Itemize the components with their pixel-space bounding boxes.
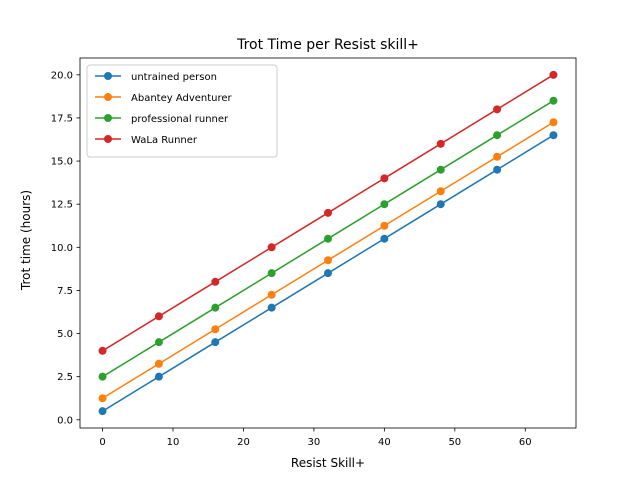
data-point [324,208,332,217]
legend: untrained person Abantey Adventurer profes… [86,64,278,158]
legend-label: Abantey Adventurer [131,93,233,104]
chart-title: Trot Time per Resist skill+ [236,37,419,53]
data-point [549,118,558,127]
plot-area: 0 10 20 30 40 50 60 0.0 2.5 5.0 7.5 10.0 12.5 15.0 17.… [51,57,577,448]
data-point [267,303,276,312]
y-tick-label: 10.0 [51,243,73,254]
y-tick-label: 20.0 [51,70,73,81]
data-point [436,139,445,148]
series-wala-runner [98,70,558,355]
data-point [436,187,445,196]
legend-label: WaLa Runner [131,135,198,146]
data-point [267,290,276,299]
x-axis-label: Resist Skill+ [291,456,365,470]
legend-item: professional runner [95,114,229,125]
data-point [267,243,276,252]
data-point [154,312,163,321]
data-point [380,174,389,183]
data-point [436,165,445,174]
data-point [380,221,389,230]
data-point [154,359,163,368]
data-point [493,105,502,114]
legend-box [86,64,278,158]
data-point [324,256,332,265]
data-point [380,200,389,209]
series-professional-runner [98,96,558,381]
x-tick-label: 50 [448,437,461,448]
legend-item: Abantey Adventurer [95,93,233,104]
y-tick-label: 5.0 [57,329,73,340]
legend-marker [104,72,112,80]
legend-label: untrained person [131,72,217,83]
data-point [493,152,502,161]
y-tick-label: 7.5 [57,286,73,297]
data-point [493,131,502,140]
data-point [549,131,558,140]
legend-label: professional runner [131,114,229,125]
data-point [324,234,332,243]
data-point [154,372,163,381]
data-point [98,346,107,355]
data-point [549,96,558,105]
axes-frame [79,57,577,429]
y-tick-label: 17.5 [51,113,73,124]
x-tick-label: 0 [99,437,105,448]
series-abantey-adventurer [98,118,558,403]
data-point [98,372,107,381]
y-tick-label: 12.5 [51,200,73,211]
data-point [98,394,107,403]
x-tick-label: 10 [167,437,180,448]
data-point [211,277,220,286]
data-point [324,269,332,278]
data-point [493,165,502,174]
legend-marker [104,135,112,143]
legend-item: WaLa Runner [95,135,198,146]
data-point [267,269,276,278]
legend-marker [104,114,112,122]
data-point [98,407,107,416]
data-point [380,234,389,243]
x-tick-label: 20 [237,437,250,448]
data-point [211,338,220,347]
series-untrained-person [98,131,558,416]
y-tick-label: 2.5 [57,372,73,383]
data-point [211,303,220,312]
data-point [549,70,558,79]
legend-item: untrained person [95,72,217,83]
y-tick-label: 0.0 [57,415,73,426]
legend-marker [104,93,112,101]
y-tick-label: 15.0 [51,157,73,168]
data-point [154,338,163,347]
data-point [436,200,445,209]
y-axis-label: Trot time (hours) [19,190,33,291]
data-point [211,325,220,334]
x-tick-label: 30 [308,437,321,448]
x-tick-label: 40 [378,437,391,448]
x-tick-label: 60 [519,437,532,448]
